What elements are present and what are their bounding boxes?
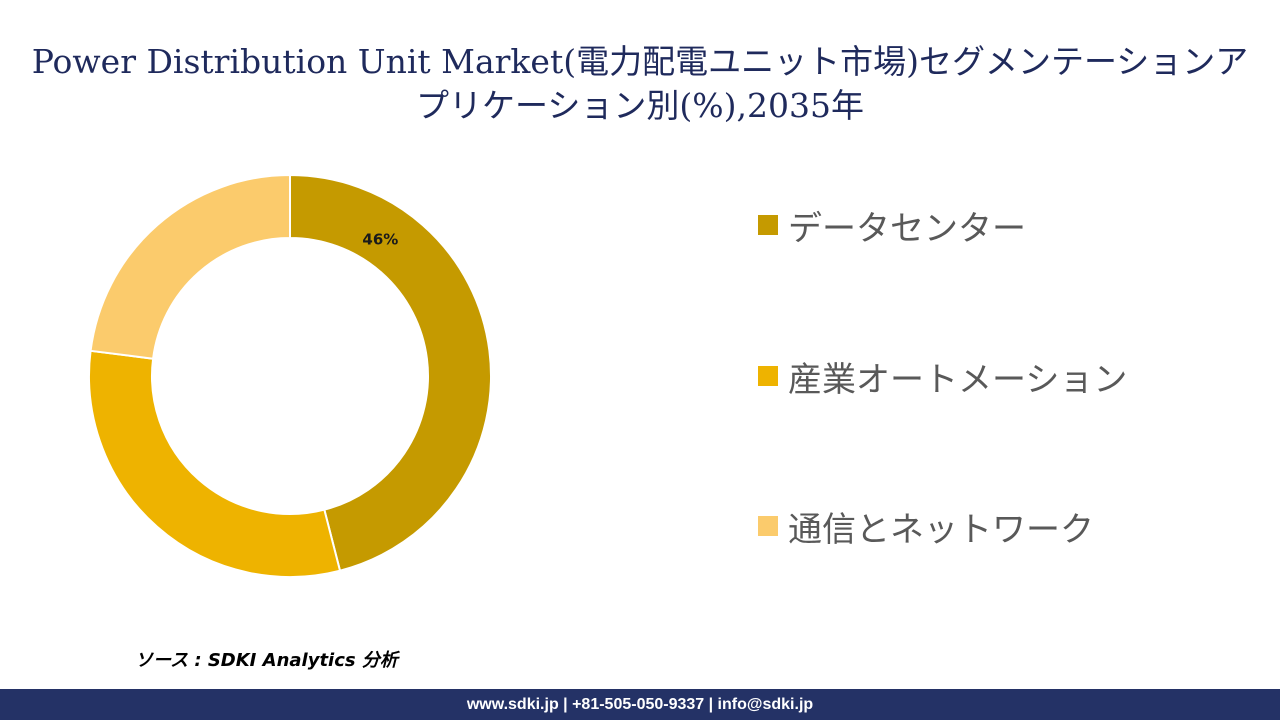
footer-bar: www.sdki.jp | +81-505-050-9337 | info@sd… bbox=[0, 689, 1280, 720]
donut-slice-0 bbox=[289, 173, 492, 572]
donut-slice-1 bbox=[88, 349, 342, 578]
legend-swatch bbox=[758, 215, 778, 235]
chart-title: Power Distribution Unit Market(電力配電ユニット市… bbox=[31, 42, 1249, 125]
legend-label: 産業オートメーション bbox=[788, 359, 1128, 400]
donut-slice-2 bbox=[89, 173, 291, 360]
legend-item-data-center: データセンター bbox=[758, 195, 1026, 255]
legend-swatch bbox=[758, 366, 778, 386]
legend-item-telecom-networking: 通信とネットワーク bbox=[758, 496, 1094, 556]
donut-chart: 46% bbox=[80, 168, 500, 588]
legend-swatch bbox=[758, 516, 778, 536]
legend-item-industrial-automation: 産業オートメーション bbox=[758, 346, 1127, 406]
data-label-0: 46% bbox=[362, 231, 398, 249]
donut-svg: 46% bbox=[88, 173, 492, 578]
source-note: ソース : SDKI Analytics 分析 bbox=[135, 650, 398, 671]
legend-label: データセンター bbox=[788, 208, 1026, 249]
legend-label: 通信とネットワーク bbox=[788, 509, 1094, 550]
